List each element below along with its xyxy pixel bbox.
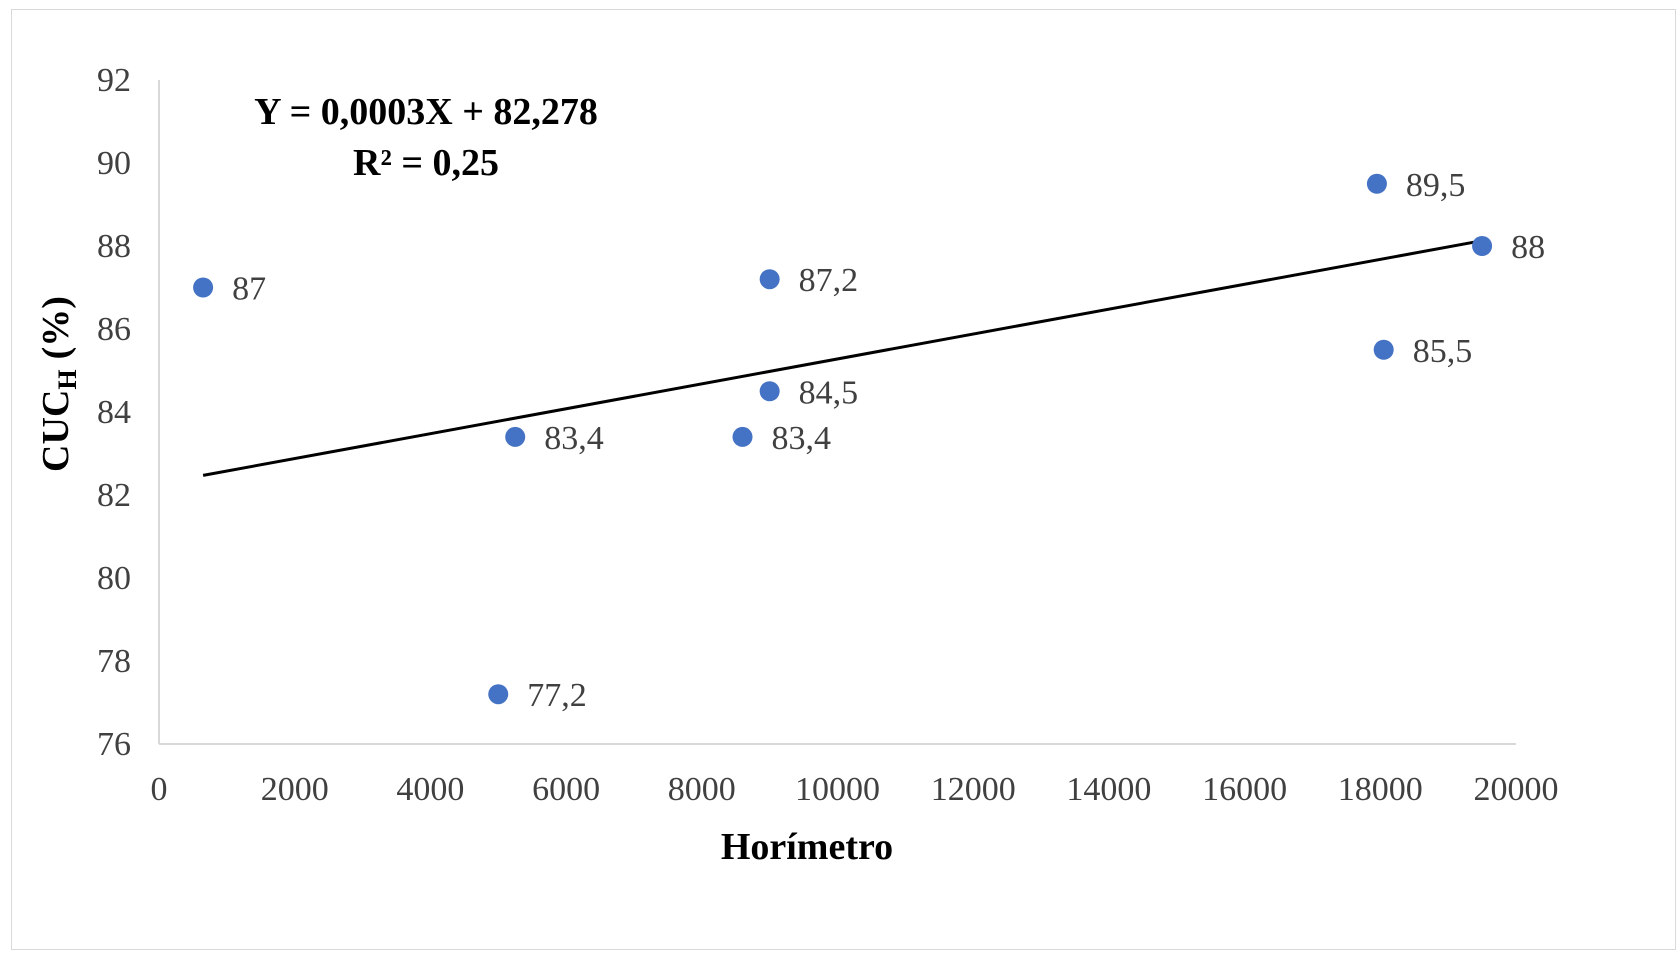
data-label: 77,2 <box>527 677 587 714</box>
x-tick-label: 20000 <box>1474 771 1559 808</box>
data-label: 83,4 <box>772 420 832 457</box>
data-point <box>505 426 526 447</box>
data-label: 89,5 <box>1406 167 1466 204</box>
y-tick-label: 80 <box>97 560 131 597</box>
trendline <box>202 239 1483 477</box>
data-point <box>193 277 214 298</box>
data-point <box>732 426 753 447</box>
chart-frame: 76 78 80 82 84 86 88 90 92 0 2000 4000 6000 8000 10000… <box>11 9 1676 950</box>
data-point <box>759 381 780 402</box>
x-tick-label: 12000 <box>931 771 1016 808</box>
y-axis-title-unit: (%) <box>35 296 77 359</box>
y-axis-title-subscript: H <box>53 369 82 389</box>
x-tick-label: 4000 <box>396 771 464 808</box>
data-label: 84,5 <box>799 374 859 411</box>
trendline-group <box>202 239 1483 477</box>
x-tick-label: 10000 <box>795 771 880 808</box>
y-tick-label: 76 <box>97 726 131 763</box>
y-tick-label: 78 <box>97 643 131 680</box>
x-tick-label: 18000 <box>1338 771 1423 808</box>
data-label: 88 <box>1511 229 1545 266</box>
x-tick-label: 6000 <box>532 771 600 808</box>
x-axis-title: Horímetro <box>721 826 893 868</box>
data-label: 85,5 <box>1413 333 1473 370</box>
x-tick-label: 8000 <box>668 771 736 808</box>
x-tick-label: 16000 <box>1202 771 1287 808</box>
data-labels: 87 77,2 83,4 83,4 84,5 87,2 89,5 85,5 88 <box>232 167 1545 714</box>
y-tick-label: 84 <box>97 394 131 431</box>
data-point <box>1373 339 1394 360</box>
y-tick-label: 92 <box>97 62 131 99</box>
y-tick-label: 86 <box>97 311 131 348</box>
r-squared-label: R² = 0,25 <box>353 142 499 184</box>
x-tick-label: 0 <box>151 771 168 808</box>
y-tick-label: 88 <box>97 228 131 265</box>
y-tick-label: 90 <box>97 145 131 182</box>
y-axis-title-main: CUC <box>35 390 77 472</box>
data-label: 87,2 <box>799 262 859 299</box>
data-points <box>193 173 1493 705</box>
axes <box>158 80 1516 745</box>
data-label: 87 <box>232 271 266 308</box>
data-label: 83,4 <box>544 420 604 457</box>
x-tick-label: 2000 <box>261 771 329 808</box>
data-point <box>759 269 780 290</box>
tick-labels: 76 78 80 82 84 86 88 90 92 0 2000 4000 6000 8000 10000… <box>97 62 1559 808</box>
data-point <box>1366 173 1387 194</box>
scatter-chart: 76 78 80 82 84 86 88 90 92 0 2000 4000 6000 8000 10000… <box>35 62 1559 868</box>
data-point <box>488 684 509 705</box>
trendline-equation: Y = 0,0003X + 82,278 <box>254 91 598 133</box>
y-axis-title: CUCH (%) <box>35 296 82 472</box>
y-tick-label: 82 <box>97 477 131 514</box>
data-point <box>1472 236 1493 256</box>
x-tick-label: 14000 <box>1066 771 1151 808</box>
